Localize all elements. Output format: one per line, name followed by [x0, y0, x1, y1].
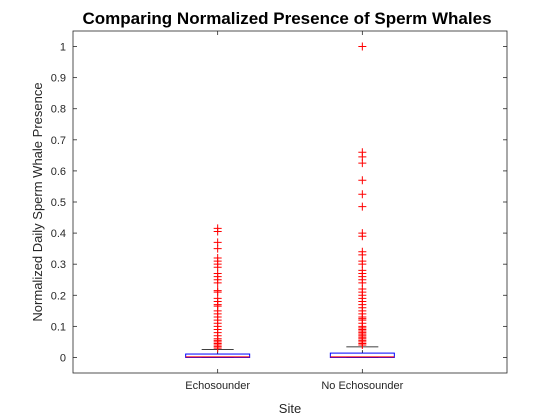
- x-axis: Echosounder No Echosounder: [185, 31, 404, 392]
- x-axis-label: Site: [279, 401, 301, 416]
- y-tick-label: 0.6: [51, 166, 66, 178]
- y-tick-label: 0.2: [51, 290, 66, 302]
- outlier-point: [213, 227, 222, 236]
- box-group-2: [329, 42, 395, 358]
- outlier-point: [358, 341, 367, 350]
- y-axis: 0 0.1 0.2 0.3 0.4 0.5 0.6 0.7 0.8 0.9 1: [51, 42, 507, 364]
- outlier-point: [358, 176, 367, 185]
- y-tick-label: 0.7: [51, 135, 66, 147]
- chart-title: Comparing Normalized Presence of Sperm W…: [82, 9, 491, 28]
- y-tick-label: 0.5: [51, 197, 66, 209]
- box: [185, 353, 251, 358]
- y-tick-label: 1: [60, 42, 66, 54]
- plot-area: [72, 30, 508, 374]
- outlier-point: [358, 232, 367, 241]
- outlier-point: [358, 202, 367, 211]
- y-axis-label: Normalized Daily Sperm Whale Presence: [30, 82, 45, 321]
- outlier-point: [213, 278, 222, 287]
- box-group-1: [185, 224, 251, 358]
- x-tick-label: No Echosounder: [321, 380, 403, 392]
- box: [329, 352, 395, 358]
- outlier-point: [358, 190, 367, 199]
- outlier-point: [213, 344, 222, 353]
- outlier-point: [358, 159, 367, 168]
- y-tick-label: 0.3: [51, 259, 66, 271]
- x-tick-label: Echosounder: [185, 380, 250, 392]
- y-tick-label: 0.1: [51, 321, 66, 333]
- outlier-point: [213, 244, 222, 253]
- y-tick-label: 0.9: [51, 73, 66, 85]
- y-tick-label: 0.8: [51, 104, 66, 116]
- y-tick-label: 0: [60, 352, 66, 364]
- boxplot-series: [185, 42, 395, 358]
- y-tick-label: 0.4: [51, 228, 66, 240]
- outlier-point: [358, 42, 367, 51]
